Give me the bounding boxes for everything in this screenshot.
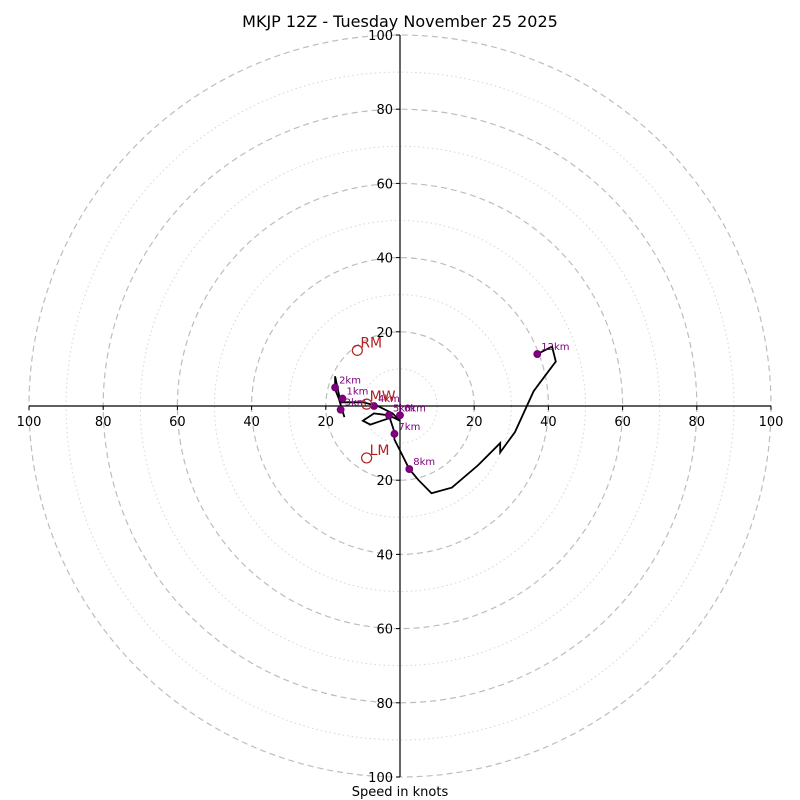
height-marker-12km	[533, 350, 542, 358]
axes	[29, 35, 771, 777]
y-tick-label: 20	[376, 326, 393, 341]
height-label-8km: 8km	[413, 457, 435, 468]
y-tick-label: 80	[376, 103, 393, 118]
x-tick-label: 80	[95, 415, 112, 430]
storm-motion-markers: RM MW LM	[351, 335, 396, 464]
y-tick-label: 60	[376, 177, 393, 192]
storm-motion-marker-mw	[361, 398, 373, 410]
y-tick-label: 100	[368, 29, 393, 44]
hodograph-trace-group	[334, 345, 557, 495]
y-tick-label: 40	[376, 252, 393, 267]
height-label-12km: 12km	[541, 342, 569, 353]
x-tick-label: 80	[689, 415, 706, 430]
storm-motion-marker-lm	[361, 452, 373, 464]
chart-title: MKJP 12Z - Tuesday November 25 2025	[242, 12, 558, 31]
storm-motion-marker-rm	[351, 344, 363, 356]
height-label-3km: 3km	[345, 398, 367, 409]
x-axis-label: Speed in knots	[352, 785, 449, 800]
height-label-1km: 1km	[346, 387, 368, 398]
height-marker-6km	[396, 411, 404, 420]
height-marker-8km	[405, 465, 414, 473]
y-tick-label: 100	[368, 771, 393, 786]
x-tick-label: 60	[169, 415, 186, 430]
storm-motion-label-lm: LM	[370, 443, 390, 459]
x-tick-label: 20	[466, 415, 483, 430]
y-tick-label: 80	[376, 697, 393, 712]
height-marker-7km	[390, 429, 399, 438]
height-marker-1km	[338, 394, 347, 403]
storm-motion-label-rm: RM	[360, 335, 382, 351]
x-tick-label: 60	[614, 415, 631, 430]
height-marker-4km	[370, 402, 378, 410]
height-marker-5km	[384, 411, 393, 420]
height-label-2km: 2km	[339, 375, 361, 386]
x-tick-label: 40	[243, 415, 260, 430]
height-label-7km: 7km	[398, 422, 420, 433]
y-tick-label: 40	[376, 548, 393, 563]
tick-labels: 100 80 60 40 20 20 40 60 80 100 100 80 60 40 20 20 40 60 8…	[17, 29, 784, 786]
height-label-6km: 6km	[404, 403, 426, 414]
x-tick-label: 40	[540, 415, 557, 430]
height-label-5km: 5km	[393, 403, 415, 414]
x-tick-label: 100	[17, 415, 42, 430]
hodograph-trace	[334, 345, 557, 495]
height-marker-2km	[331, 383, 339, 392]
x-tick-label: 20	[318, 415, 335, 430]
height-marker-3km	[336, 405, 345, 414]
y-tick-label: 60	[376, 623, 393, 638]
y-tick-label: 20	[376, 474, 393, 489]
height-label-4km: 4km	[378, 394, 400, 405]
x-tick-label: 100	[759, 415, 784, 430]
storm-motion-label-mw: MW	[370, 389, 396, 405]
